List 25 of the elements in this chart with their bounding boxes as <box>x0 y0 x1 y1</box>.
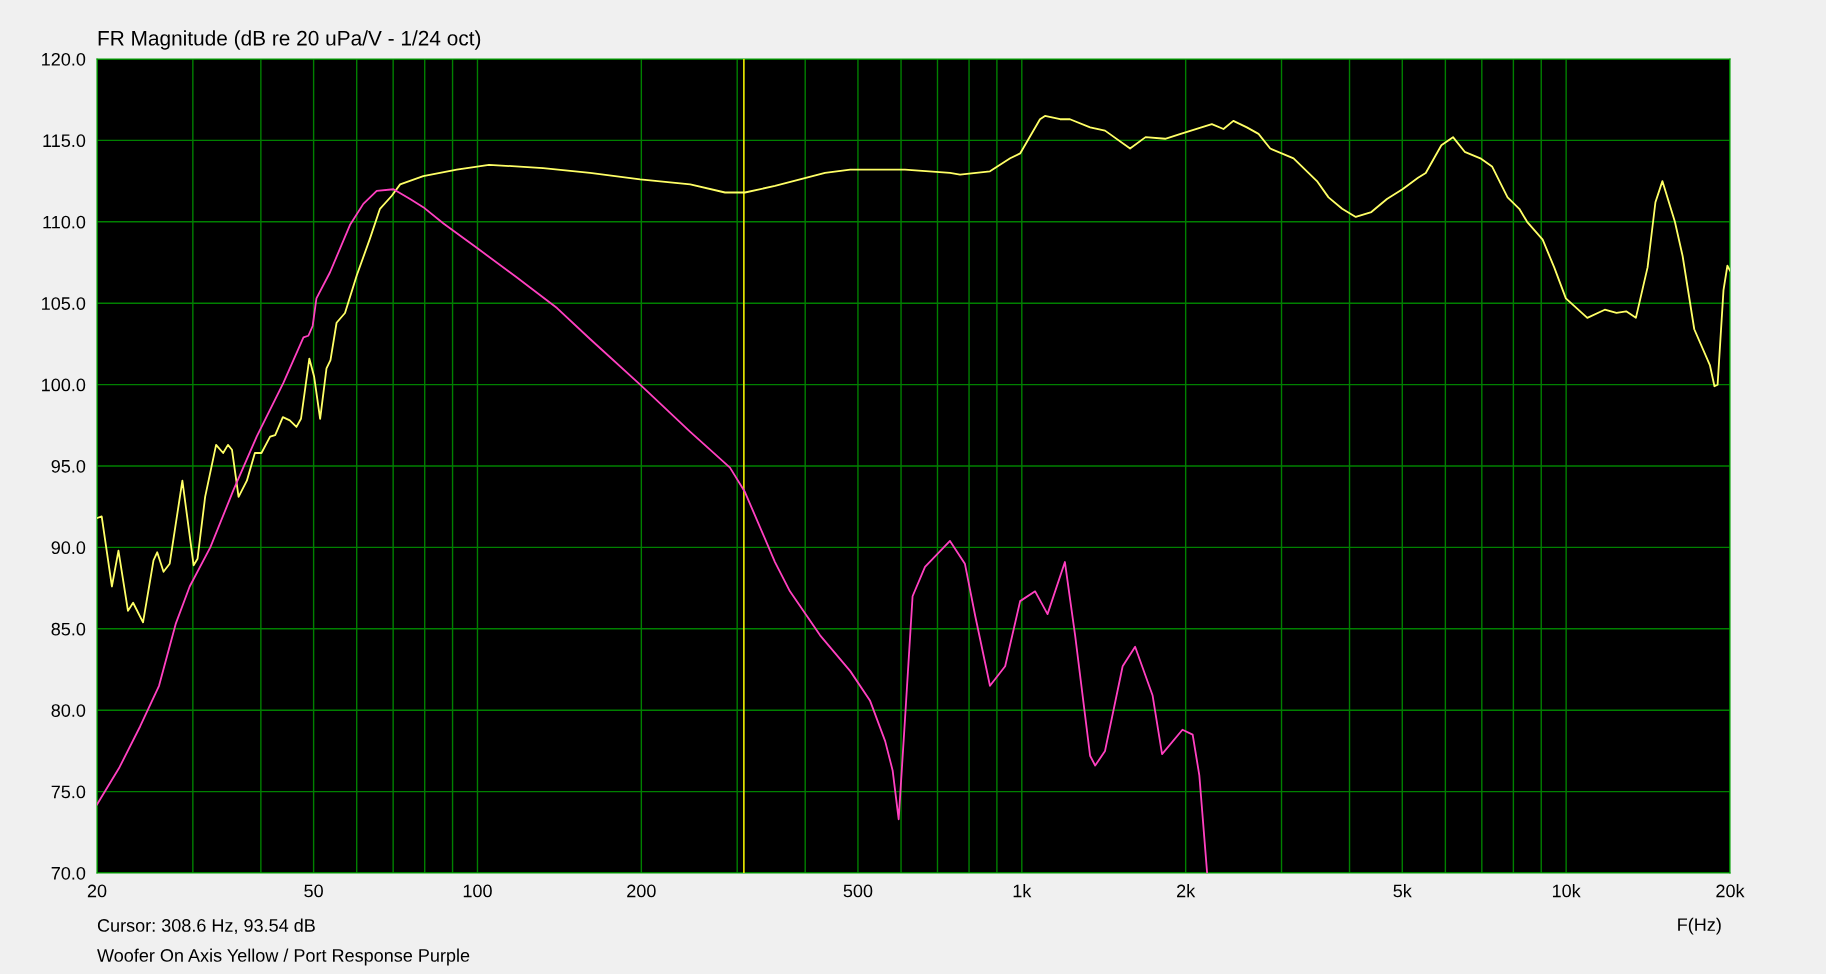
x-tick-label: 10k <box>1552 884 1581 898</box>
y-tick-label: 75.0 <box>51 785 86 799</box>
y-tick-label: 90.0 <box>51 541 86 555</box>
y-tick-label: 110.0 <box>43 215 86 229</box>
y-tick-label: 105.0 <box>42 297 86 310</box>
y-tick-label: 80.0 <box>51 704 86 717</box>
y-tick-label: 95.0 <box>51 459 86 473</box>
x-tick-label: 100 <box>463 884 492 898</box>
y-tick-label: 120.0 <box>42 52 86 66</box>
text: Cursor: 308.6 Hz, 93.54 dB <box>97 918 315 934</box>
y-tick-label: 70.0 <box>51 866 86 880</box>
x-axis-title: F(Hz) <box>1678 917 1721 935</box>
text: Woofer On Axis Yellow / Port Response Purple <box>97 948 470 966</box>
x-tick-label: 5k <box>1393 884 1412 898</box>
x-tick-label: 500 <box>843 884 873 898</box>
y-tick-label: 85.0 <box>51 622 86 636</box>
chart-title: FR Magnitude (dB re 20 uPa/V - 1/24 oct) <box>98 30 481 50</box>
x-tick-label: 20k <box>1716 884 1745 898</box>
x-tick-label: 20 <box>87 884 107 898</box>
x-tick-label: 1k <box>1013 884 1032 898</box>
x-tick-label: 50 <box>304 884 323 898</box>
y-tick-label: 115.0 <box>43 134 86 148</box>
x-tick-label: 2k <box>1177 884 1196 898</box>
y-tick-label: 100.0 <box>42 378 86 392</box>
x-tick-label: 200 <box>627 884 656 898</box>
